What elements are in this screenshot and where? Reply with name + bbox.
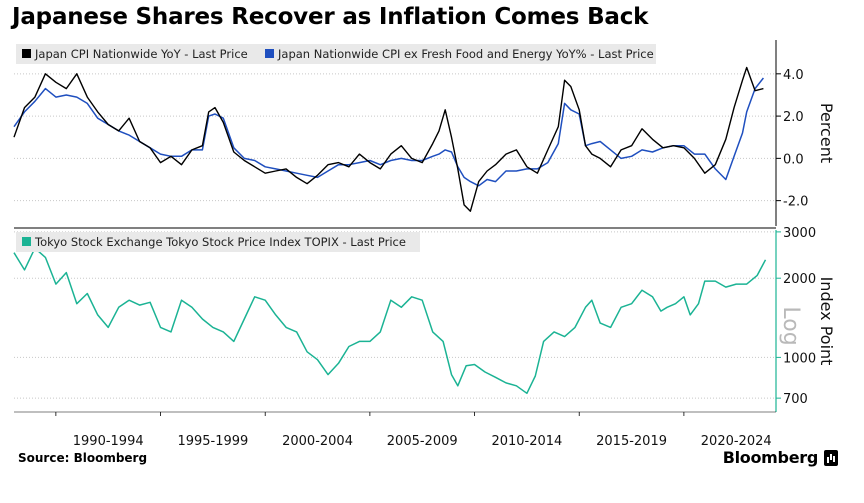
legend-layer: Japan CPI Nationwide YoY - Last Price Jap… (16, 44, 656, 252)
top-y-tick-label: 2.0 (783, 110, 804, 125)
bloomberg-terminal-icon (824, 450, 838, 466)
top-y-tick-label: 4.0 (783, 68, 804, 83)
top-y-tick-label: 0.0 (783, 152, 804, 167)
chart-title: Japanese Shares Recover as Inflation Com… (12, 4, 649, 30)
top-legend-box (16, 44, 656, 64)
x-tick-label: 2010-2014 (491, 434, 562, 449)
log-scale-label: Log (778, 306, 803, 345)
x-tick-label: 1995-1999 (177, 434, 248, 449)
bottom-y-tick-label: 700 (783, 392, 808, 407)
series-layer (13, 66, 767, 395)
series-core-cpi-line (13, 77, 764, 187)
legend-swatch-core-cpi (265, 49, 274, 58)
top-y-axis-label: Percent (817, 103, 836, 163)
bottom-y-tick-label: 2000 (783, 272, 816, 287)
bottom-legend-box (16, 232, 420, 252)
bottom-y-axis-label: Index Point (817, 277, 836, 366)
legend-label-cpi: Japan CPI Nationwide YoY - Last Price (34, 47, 248, 61)
legend-label-core-cpi: Japan Nationwide CPI ex Fresh Food and E… (277, 47, 654, 61)
legend-swatch-topix (22, 237, 31, 246)
legend-swatch-cpi (22, 49, 31, 58)
series-topix-line (13, 247, 767, 395)
source-note: Source: Bloomberg (18, 451, 148, 465)
bottom-y-tick-label: 1000 (783, 351, 816, 366)
x-tick-label: 2020-2024 (701, 434, 772, 449)
top-y-tick-label: -2.0 (783, 195, 808, 210)
legend-label-topix: Tokyo Stock Exchange Tokyo Stock Price I… (34, 235, 406, 249)
x-tick-label: 1990-1994 (73, 434, 144, 449)
x-tick-label: 2005-2009 (387, 434, 458, 449)
bottom-y-tick-label: 3000 (783, 226, 816, 241)
x-tick-label: 2015-2019 (596, 434, 667, 449)
brand-logo-text: Bloomberg (722, 448, 819, 467)
label-layer: -2.0 0.0 2.0 4.0 700 1000 2000 3000 1990-1994 199… (73, 68, 836, 449)
grid-layer (14, 73, 776, 399)
axes-layer (14, 40, 781, 416)
x-tick-label: 2000-2004 (282, 434, 353, 449)
series-cpi-line (13, 66, 764, 212)
